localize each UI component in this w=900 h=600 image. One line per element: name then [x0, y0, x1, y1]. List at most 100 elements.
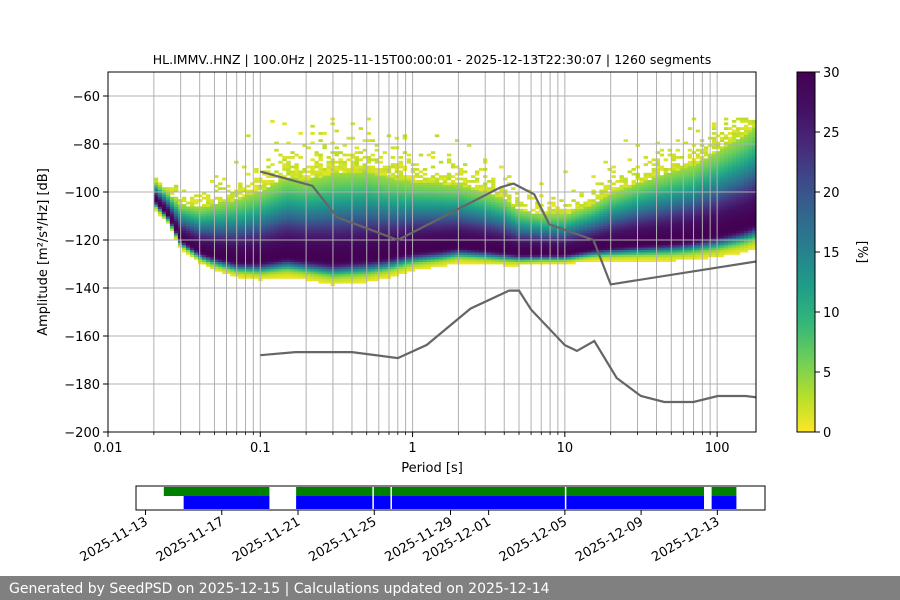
heatmap-cell — [173, 220, 179, 224]
heatmap-cell — [663, 184, 669, 188]
heatmap-cell — [354, 201, 359, 205]
heatmap-cell — [382, 172, 388, 176]
heatmap-cell — [189, 232, 195, 236]
heatmap-cell — [422, 182, 428, 186]
heatmap-cell — [587, 249, 592, 253]
heatmap-cell — [250, 225, 255, 229]
heatmap-cell — [262, 204, 267, 207]
heatmap-cell — [370, 235, 376, 238]
heatmap-cell — [470, 201, 476, 205]
heatmap-cell — [210, 261, 215, 265]
heatmap-cell — [627, 232, 632, 236]
heatmap-cell — [434, 232, 440, 236]
heatmap-cell — [242, 225, 247, 229]
heatmap-cell — [575, 225, 580, 229]
heatmap-cell — [474, 254, 480, 258]
heatmap-cell — [246, 244, 251, 248]
heatmap-cell — [390, 218, 396, 222]
heatmap-cell — [302, 252, 307, 255]
heatmap-cell — [611, 206, 616, 210]
heatmap-cell — [683, 168, 689, 171]
heatmap-cell — [422, 187, 428, 190]
heatmap-cell — [655, 141, 661, 145]
heatmap-cell — [679, 208, 685, 212]
heatmap-cell — [358, 196, 363, 200]
heatmap-cell — [306, 187, 311, 190]
heatmap-cell — [454, 223, 460, 226]
heatmap-cell — [310, 177, 315, 181]
heatmap-cell — [238, 249, 243, 253]
heatmap-cell — [683, 196, 689, 200]
heatmap-cell — [366, 182, 372, 186]
heatmap-cell — [426, 240, 432, 243]
heatmap-cell — [458, 194, 464, 198]
heatmap-cell — [619, 228, 624, 231]
heatmap-cell — [479, 204, 484, 207]
heatmap-cell — [390, 268, 396, 272]
heatmap-cell — [487, 194, 492, 198]
heatmap-cell — [282, 237, 287, 241]
heatmap-cell — [523, 208, 528, 212]
heatmap-cell — [687, 228, 693, 231]
heatmap-cell — [687, 192, 693, 195]
heatmap-cell — [322, 177, 327, 181]
heatmap-cell — [378, 271, 384, 274]
heatmap-cell — [462, 223, 468, 226]
heatmap-cell — [623, 201, 628, 205]
heatmap-cell — [262, 187, 267, 190]
heatmap-cell — [543, 220, 548, 224]
heatmap-cell — [402, 256, 408, 260]
heatmap-cell — [631, 172, 636, 176]
heatmap-cell — [679, 228, 685, 231]
heatmap-cell — [169, 228, 175, 231]
heatmap-cell — [370, 192, 376, 195]
heatmap-cell — [579, 254, 584, 258]
heatmap-cell — [687, 240, 693, 243]
heatmap-cell — [474, 244, 480, 248]
heatmap-cell — [651, 216, 657, 219]
heatmap-cell — [210, 244, 215, 248]
heatmap-cell — [402, 196, 408, 200]
heatmap-cell — [342, 240, 347, 243]
heatmap-cell — [350, 256, 355, 260]
heatmap-cell — [398, 163, 404, 166]
heatmap-cell — [470, 208, 476, 212]
heatmap-cell — [322, 247, 327, 250]
heatmap-cell — [382, 180, 388, 183]
heatmap-cell — [607, 237, 612, 241]
heatmap-cell — [651, 177, 657, 181]
heatmap-cell — [306, 228, 311, 231]
heatmap-cell — [382, 194, 388, 198]
heatmap-cell — [667, 184, 673, 188]
heatmap-cell — [619, 208, 624, 212]
heatmap-cell — [667, 213, 673, 217]
heatmap-cell — [378, 240, 384, 243]
heatmap-cell — [631, 201, 636, 205]
heatmap-cell — [466, 220, 472, 224]
heatmap-cell — [181, 240, 187, 243]
heatmap-cell — [422, 208, 428, 212]
heatmap-cell — [270, 232, 275, 236]
heatmap-cell — [218, 225, 223, 229]
heatmap-cell — [675, 192, 681, 195]
heatmap-cell — [571, 216, 576, 219]
heatmap-cell — [623, 177, 628, 181]
heatmap-cell — [643, 172, 649, 176]
heatmap-cell — [466, 218, 472, 222]
heatmap-cell — [206, 228, 211, 231]
heatmap-cell — [523, 213, 528, 217]
heatmap-cell — [543, 223, 548, 226]
heatmap-cell — [370, 175, 376, 178]
heatmap-cell — [346, 153, 351, 157]
heatmap-cell — [659, 187, 665, 190]
heatmap-cell — [226, 213, 231, 217]
heatmap-cell — [230, 218, 235, 222]
heatmap-cell — [651, 218, 657, 222]
heatmap-cell — [519, 232, 524, 236]
heatmap-cell — [278, 177, 283, 181]
heatmap-cell — [647, 192, 653, 195]
heatmap-cell — [659, 206, 665, 210]
heatmap-cell — [322, 220, 327, 224]
heatmap-cell — [511, 264, 516, 267]
heatmap-cell — [527, 228, 532, 231]
